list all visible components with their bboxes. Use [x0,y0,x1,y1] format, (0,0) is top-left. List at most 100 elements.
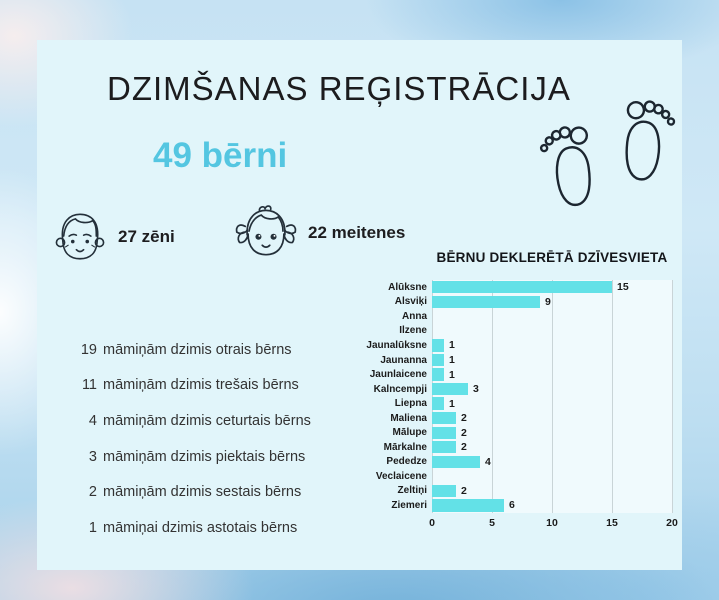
bar-value: 1 [449,397,455,410]
chart-row: Veclaicene [357,469,679,484]
chart-row: Alūksne 15 [357,280,679,295]
chart-row: Jaunanna 1 [357,353,679,368]
page-title: DZIMŠANAS REĢISTRĀCIJA [107,70,571,107]
girls-group: 22 meitenes [233,202,405,264]
fact-text: māmiņām dzimis piektais bērns [103,448,306,465]
chart-row: Mālupe 2 [357,425,679,440]
chart-row: Anna [357,309,679,324]
fact-line: 4 māmiņām dzimis ceturtais bērns [75,403,311,439]
category-label: Ziemeri [391,499,427,511]
residence-bar-chart: BĒRNU DEKLERĒTĀ DZĪVESVIETA Alūksne 15 Als… [357,245,679,545]
category-label: Maliena [390,412,427,424]
bar-value: 1 [449,354,455,366]
bar [432,281,612,294]
category-label: Alūksne [388,281,427,293]
chart-row: Alsviķi 9 [357,295,679,310]
category-label: Jaunlaicene [369,369,427,381]
gridline [432,280,433,513]
chart-row: Jaunlaicene 1 [357,367,679,382]
main-panel: DZIMŠANAS REĢISTRĀCIJA 49 bērni [37,40,682,570]
fact-count: 19 [80,341,97,358]
bar-value: 9 [545,295,551,308]
category-label: Anna [402,310,427,322]
bar [432,368,444,381]
baby-feet-icon [531,92,691,222]
chart-row: Kalncempji 3 [357,382,679,397]
bar-value: 3 [473,383,479,396]
category-label: Veclaicene [375,470,427,482]
bar [432,353,444,367]
x-tick-label: 15 [606,517,618,529]
fact-line: 3 māmiņām dzimis piektais bērns [75,439,311,475]
bar [432,455,480,469]
category-label: Jaunalūksne [366,339,427,351]
girl-face-icon [233,202,299,264]
gridline [612,280,613,513]
category-label: Alsviķi [394,296,427,308]
chart-row: Jaunalūksne 1 [357,338,679,353]
gridline [552,280,553,513]
fact-count: 3 [88,448,97,465]
gridline [492,280,493,513]
girls-count-label: 22 meitenes [308,223,406,242]
bar [432,397,444,410]
fact-count: 1 [88,519,97,536]
fact-count: 11 [81,377,97,394]
bar-value: 2 [461,484,467,497]
category-label: Liepna [394,398,427,410]
bar-value: 1 [449,339,455,352]
boy-face-icon [51,208,109,266]
category-label: Jaunanna [380,354,427,366]
bar-value: 6 [509,499,515,512]
bar [432,382,468,396]
bar [432,426,456,439]
fact-text: māmiņām dzimis otrais bērns [103,341,292,358]
gridline [672,280,673,513]
category-label: Ilzene [399,325,427,337]
bar-value: 2 [461,426,467,439]
facts-list: 19 māmiņām dzimis otrais bērns 11 māmiņām d… [75,332,311,546]
bar [432,499,504,512]
chart-row: Ziemeri 6 [357,498,679,513]
category-label: Pededze [386,456,427,468]
bar-value: 2 [461,412,467,425]
chart-rows: Alūksne 15 Alsviķi 9 Anna Ilzene Jaunalūksne 1 J… [357,280,679,513]
fact-count: 4 [88,412,97,429]
category-label: Zeltiņi [397,485,427,497]
chart-title: BĒRNU DEKLERĒTĀ DZĪVESVIETA [436,250,668,265]
x-tick-label: 0 [429,517,435,529]
x-tick-label: 10 [546,517,558,529]
fact-line: 1 māmiņai dzimis astotais bērns [75,510,311,546]
chart-row: Liepna 1 [357,396,679,411]
total-children: 49 bērni [153,136,288,175]
bar-value: 2 [461,441,467,454]
bar-value: 4 [485,455,491,468]
chart-row: Pededze 4 [357,455,679,470]
x-tick-label: 20 [666,517,678,529]
boys-group: 27 zēni [51,208,175,266]
bar-value: 1 [449,368,455,381]
category-label: Mārkalne [383,441,427,453]
bar-value: 15 [617,281,629,294]
chart-row: Mārkalne 2 [357,440,679,455]
boys-count-label: 27 zēni [118,227,175,246]
fact-text: māmiņai dzimis astotais bērns [103,519,298,536]
fact-text: māmiņām dzimis trešais bērns [103,377,299,394]
bar [432,339,444,352]
category-label: Kalncempji [373,383,427,395]
bar [432,484,456,498]
chart-row: Maliena 2 [357,411,679,426]
fact-line: 2 māmiņām dzimis sestais bērns [75,474,311,510]
bar [432,295,540,309]
fact-count: 2 [88,484,97,501]
chart-row: Zeltiņi 2 [357,484,679,499]
fact-text: māmiņām dzimis ceturtais bērns [103,412,311,429]
bar [432,412,456,425]
fact-text: māmiņām dzimis sestais bērns [103,484,302,501]
fact-line: 19 māmiņām dzimis otrais bērns [75,332,311,368]
chart-row: Ilzene [357,324,679,339]
chart-plot-area [432,280,673,513]
x-tick-label: 5 [489,517,495,529]
bar [432,441,456,454]
